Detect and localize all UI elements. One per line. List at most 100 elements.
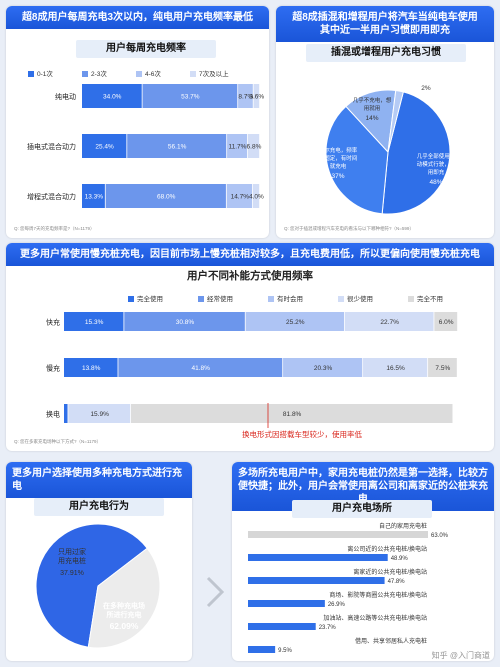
slice-label: 用就用 xyxy=(364,104,381,112)
category-label: 增程式混合动力 xyxy=(27,192,76,201)
panel-charging-methods: 更多用户常使用慢充桩充电，因目前市场上慢充桩相对较多，且充电费用低，所以更偏向使… xyxy=(6,243,494,451)
panel-phev-habit: 超8成插混和增程用户将汽车当纯电车使用 其中近一半用户习惯即用即充 插混或增程用… xyxy=(276,6,494,238)
pie-slice xyxy=(87,547,161,649)
panel-header: 更多用户常使用慢充桩充电，因目前市场上慢充桩相对较多，且充电费用低，所以更偏向使… xyxy=(6,243,494,266)
data-label: 14.7% xyxy=(231,194,250,201)
category-label: 纯电动 xyxy=(55,92,76,101)
bar-segment xyxy=(226,184,253,208)
slice-label: 用充电桩 xyxy=(58,556,86,565)
legend-label: 经常使用 xyxy=(207,294,233,303)
data-label: 34.0% xyxy=(103,94,122,101)
pie-slice xyxy=(387,89,404,153)
legend-label: 2-3次 xyxy=(91,69,107,78)
legend-label: 完全不用 xyxy=(417,294,443,303)
legend-swatch xyxy=(136,71,142,77)
panel-charging-behavior: 更多用户选择使用多种充电方式进行充电 用户充电行为 在多种充电场 所进行充电 62.… xyxy=(6,462,192,661)
data-label: 6.0% xyxy=(439,319,454,326)
slice-value: 62.09% xyxy=(110,621,139,631)
legend-swatch xyxy=(408,296,414,302)
data-label: 6.8% xyxy=(247,144,262,151)
data-label: 9.5% xyxy=(278,648,292,654)
data-label: 16.5% xyxy=(386,365,405,372)
data-label: 47.8% xyxy=(388,579,406,585)
bar-segment xyxy=(118,358,283,377)
bar-segment xyxy=(130,404,453,423)
bar-segment xyxy=(142,84,238,108)
data-label: 41.8% xyxy=(191,365,210,372)
data-label: 25.4% xyxy=(95,144,114,151)
chart-title: 用户不同补能方式使用频率 xyxy=(187,270,313,282)
bar-segment xyxy=(127,134,227,158)
data-label: 15.9% xyxy=(90,411,109,418)
chart-title: 用户充电行为 xyxy=(34,498,164,516)
panel-charging-places: 多场所充电用户中，家用充电桩仍然是第一选择，比较方便快捷；此外，用户会常使用离公… xyxy=(232,462,494,661)
category-label: 离公司近的公共充电桩/换电站 xyxy=(347,545,427,553)
legend-swatch xyxy=(128,296,134,302)
slice-value: 14% xyxy=(365,115,378,122)
bar-segment xyxy=(227,134,248,158)
legend-swatch xyxy=(338,296,344,302)
bar-segment xyxy=(124,312,245,331)
pie-slice xyxy=(345,89,397,154)
category-label: 加油站、高速公路等公共充电桩/换电站 xyxy=(323,614,427,622)
bar-segment xyxy=(434,312,458,331)
legend-swatch xyxy=(198,296,204,302)
data-label: 22.7% xyxy=(380,319,399,326)
category-label: 换电 xyxy=(46,410,60,419)
category-label: 插电式混合动力 xyxy=(27,142,76,151)
slice-label: 就充电 xyxy=(330,162,347,170)
bar xyxy=(248,600,325,607)
slice-value: 2% xyxy=(421,85,431,92)
legend-swatch xyxy=(190,71,196,77)
legend-label: 0-1次 xyxy=(37,69,53,78)
annotation-text: 换电形式因搭载车型较少，使用率低 xyxy=(242,429,362,439)
bar-segment xyxy=(68,404,131,423)
bar xyxy=(248,646,276,653)
bar-segment xyxy=(82,184,105,208)
bar xyxy=(248,623,316,630)
data-label: 7.5% xyxy=(435,365,450,372)
category-label: 慢充 xyxy=(46,364,60,373)
bar-segment xyxy=(82,84,142,108)
chart-title: 用户充电场所 xyxy=(292,500,432,518)
slice-label: 偶尔充电，频率 xyxy=(319,146,358,154)
category-label: 离家近的公共充电桩/换电站 xyxy=(353,568,427,576)
slice-value: 37% xyxy=(331,173,344,180)
bar-segment xyxy=(82,134,127,158)
chart-title: 用户每周充电频率 xyxy=(76,40,216,58)
legend-swatch xyxy=(268,296,274,302)
bar-segment xyxy=(247,134,260,158)
bar-segment xyxy=(64,404,68,423)
category-label: 商场、影院等商圈公共充电桩/换电站 xyxy=(329,591,427,599)
panel-header: 更多用户选择使用多种充电方式进行充电 xyxy=(6,462,192,498)
slice-label: 在多种充电场 xyxy=(103,601,145,610)
bar xyxy=(248,531,428,538)
data-label: 20.3% xyxy=(314,365,333,372)
category-label: 自己的家用充电桩 xyxy=(379,522,427,530)
data-label: 63.0% xyxy=(431,533,449,539)
data-label: 56.1% xyxy=(168,144,187,151)
bar-segment xyxy=(238,84,253,108)
pie-slice xyxy=(381,91,451,215)
legend-label: 7次及以上 xyxy=(199,69,229,78)
bar-segment xyxy=(64,312,124,331)
slice-label: 不固定，有时间 xyxy=(319,154,358,162)
data-label: 8.7% xyxy=(238,94,253,101)
slice-value: 37.91% xyxy=(60,570,84,577)
data-label: 11.7% xyxy=(229,144,247,151)
panel-header: 超8成插混和增程用户将汽车当纯电车使用 其中近一半用户习惯即用即充 xyxy=(276,6,494,42)
watermark: 知乎 @入门商道 xyxy=(431,651,490,660)
slice-label: 只用过家 xyxy=(58,547,86,556)
data-label: 4.0% xyxy=(249,194,264,201)
legend-label: 很少使用 xyxy=(347,294,373,303)
survey-note: Q: 您在多家充电场种以下方式?（N=1179） xyxy=(14,439,102,444)
bar-segment xyxy=(245,312,345,331)
slice-label: 用即充 xyxy=(428,168,445,176)
bar-segment xyxy=(363,358,428,377)
data-label: 68.0% xyxy=(157,194,176,201)
bar-segment xyxy=(428,358,457,377)
survey-note: Q: 您对于插混或增程汽车充电的看法与以下哪种相符?（N=599） xyxy=(284,226,414,231)
